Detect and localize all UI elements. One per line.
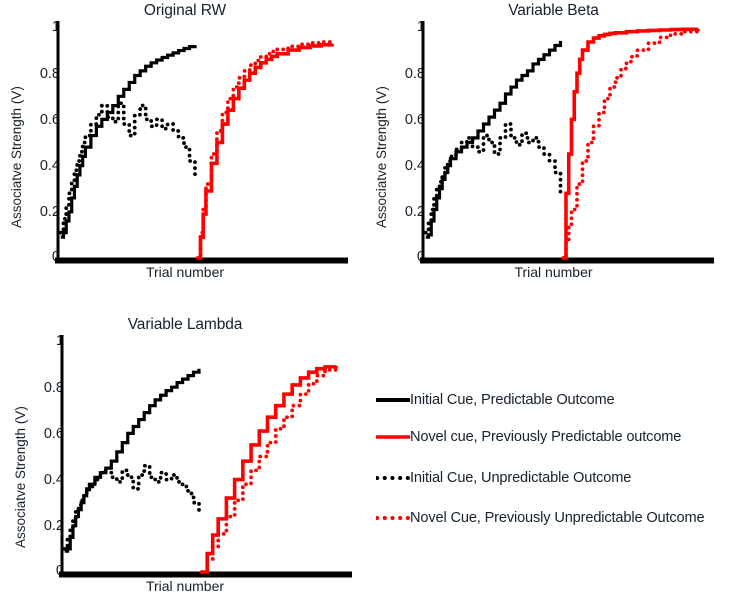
plot-area-variable-lambda bbox=[59, 335, 352, 578]
y-tick-0: 0 bbox=[416, 249, 425, 265]
series-novel-cue-previously-unpredictable-outcome bbox=[199, 367, 338, 574]
y-tick-1: 1 bbox=[416, 19, 425, 35]
panel-original-rw: Original RW Associatve Strength (V) 1 0.… bbox=[0, 0, 370, 300]
series-novel-cue-previously-unpredictable-outcome bbox=[561, 29, 699, 260]
y-tick-0.8: 0.8 bbox=[43, 380, 64, 396]
series-initial-cue-unpredictable-outcome bbox=[62, 463, 201, 551]
series-novel-cue-previously-predictable-outcome bbox=[201, 365, 338, 574]
legend-item-novel-cue-predictable: Novel cue, Previously Predictable outcom… bbox=[376, 427, 681, 447]
series-novel-cue-previously-predictable-outcome bbox=[563, 27, 700, 260]
legend-label-novel-cue-unpredictable: Novel Cue, Previously Unpredictable Outc… bbox=[410, 510, 705, 526]
legend-label-novel-cue-predictable: Novel cue, Previously Predictable outcom… bbox=[410, 429, 682, 445]
series-novel-cue-previously-predictable-outcome bbox=[197, 42, 334, 260]
solid-black-line-icon bbox=[376, 392, 410, 408]
panel-variable-lambda: Variable Lambda Associatve Strength (V) … bbox=[0, 300, 370, 606]
y-tick-0.8: 0.8 bbox=[39, 66, 60, 82]
series-initial-cue-predictable-outcome bbox=[64, 368, 201, 553]
series-initial-cue-predictable-outcome bbox=[60, 45, 197, 239]
legend-item-novel-cue-unpredictable: Novel Cue, Previously Unpredictable Outc… bbox=[376, 508, 705, 528]
series-initial-cue-predictable-outcome bbox=[425, 40, 563, 239]
panel-title-variable-lambda: Variable Lambda bbox=[127, 316, 243, 333]
series-initial-cue-unpredictable-outcome bbox=[423, 122, 563, 235]
legend-item-initial-cue-unpredictable: Initial Cue, Unpredictable Outcome bbox=[376, 468, 631, 488]
y-tick-1: 1 bbox=[51, 19, 60, 35]
y-tick-0: 0 bbox=[51, 249, 60, 265]
dotted-red-line-icon bbox=[376, 510, 410, 526]
x-axis-title-variable-lambda: Trial number bbox=[145, 578, 225, 594]
y-tick-0.4: 0.4 bbox=[39, 158, 60, 174]
plot-area-variable-beta bbox=[420, 21, 714, 264]
y-tick-0.6: 0.6 bbox=[39, 112, 60, 128]
y-tick-0.2: 0.2 bbox=[39, 204, 60, 220]
legend-label-initial-cue-unpredictable: Initial Cue, Unpredictable Outcome bbox=[410, 470, 632, 486]
y-tick-0.4: 0.4 bbox=[404, 158, 425, 174]
y-tick-0.2: 0.2 bbox=[43, 518, 64, 534]
legend: Initial Cue, Predictable Outcome Novel c… bbox=[370, 300, 737, 606]
y-tick-1: 1 bbox=[55, 333, 64, 349]
dotted-black-line-icon bbox=[376, 470, 410, 486]
y-tick-0.6: 0.6 bbox=[43, 426, 64, 442]
series-novel-cue-previously-unpredictable-outcome bbox=[195, 40, 332, 260]
legend-label-initial-cue-predictable: Initial Cue, Predictable Outcome bbox=[410, 392, 615, 408]
solid-red-line-icon bbox=[376, 429, 410, 445]
x-axis-title-variable-beta: Trial number bbox=[514, 264, 593, 280]
panel-title-original-rw: Original RW bbox=[143, 2, 227, 19]
y-tick-0.2: 0.2 bbox=[404, 204, 425, 220]
y-tick-0.6: 0.6 bbox=[404, 112, 425, 128]
plot-area-original-rw bbox=[55, 21, 348, 264]
y-tick-0.8: 0.8 bbox=[404, 66, 425, 82]
y-tick-0.4: 0.4 bbox=[43, 472, 64, 488]
panel-title-variable-beta: Variable Beta bbox=[508, 2, 599, 19]
y-tick-0: 0 bbox=[55, 563, 64, 579]
panel-variable-beta: Variable Beta Associatve Strength (V) 1 … bbox=[370, 0, 737, 300]
legend-item-initial-cue-predictable: Initial Cue, Predictable Outcome bbox=[376, 390, 615, 410]
x-axis-title-original-rw: Trial number bbox=[145, 264, 225, 280]
series-initial-cue-unpredictable-outcome bbox=[58, 101, 197, 235]
